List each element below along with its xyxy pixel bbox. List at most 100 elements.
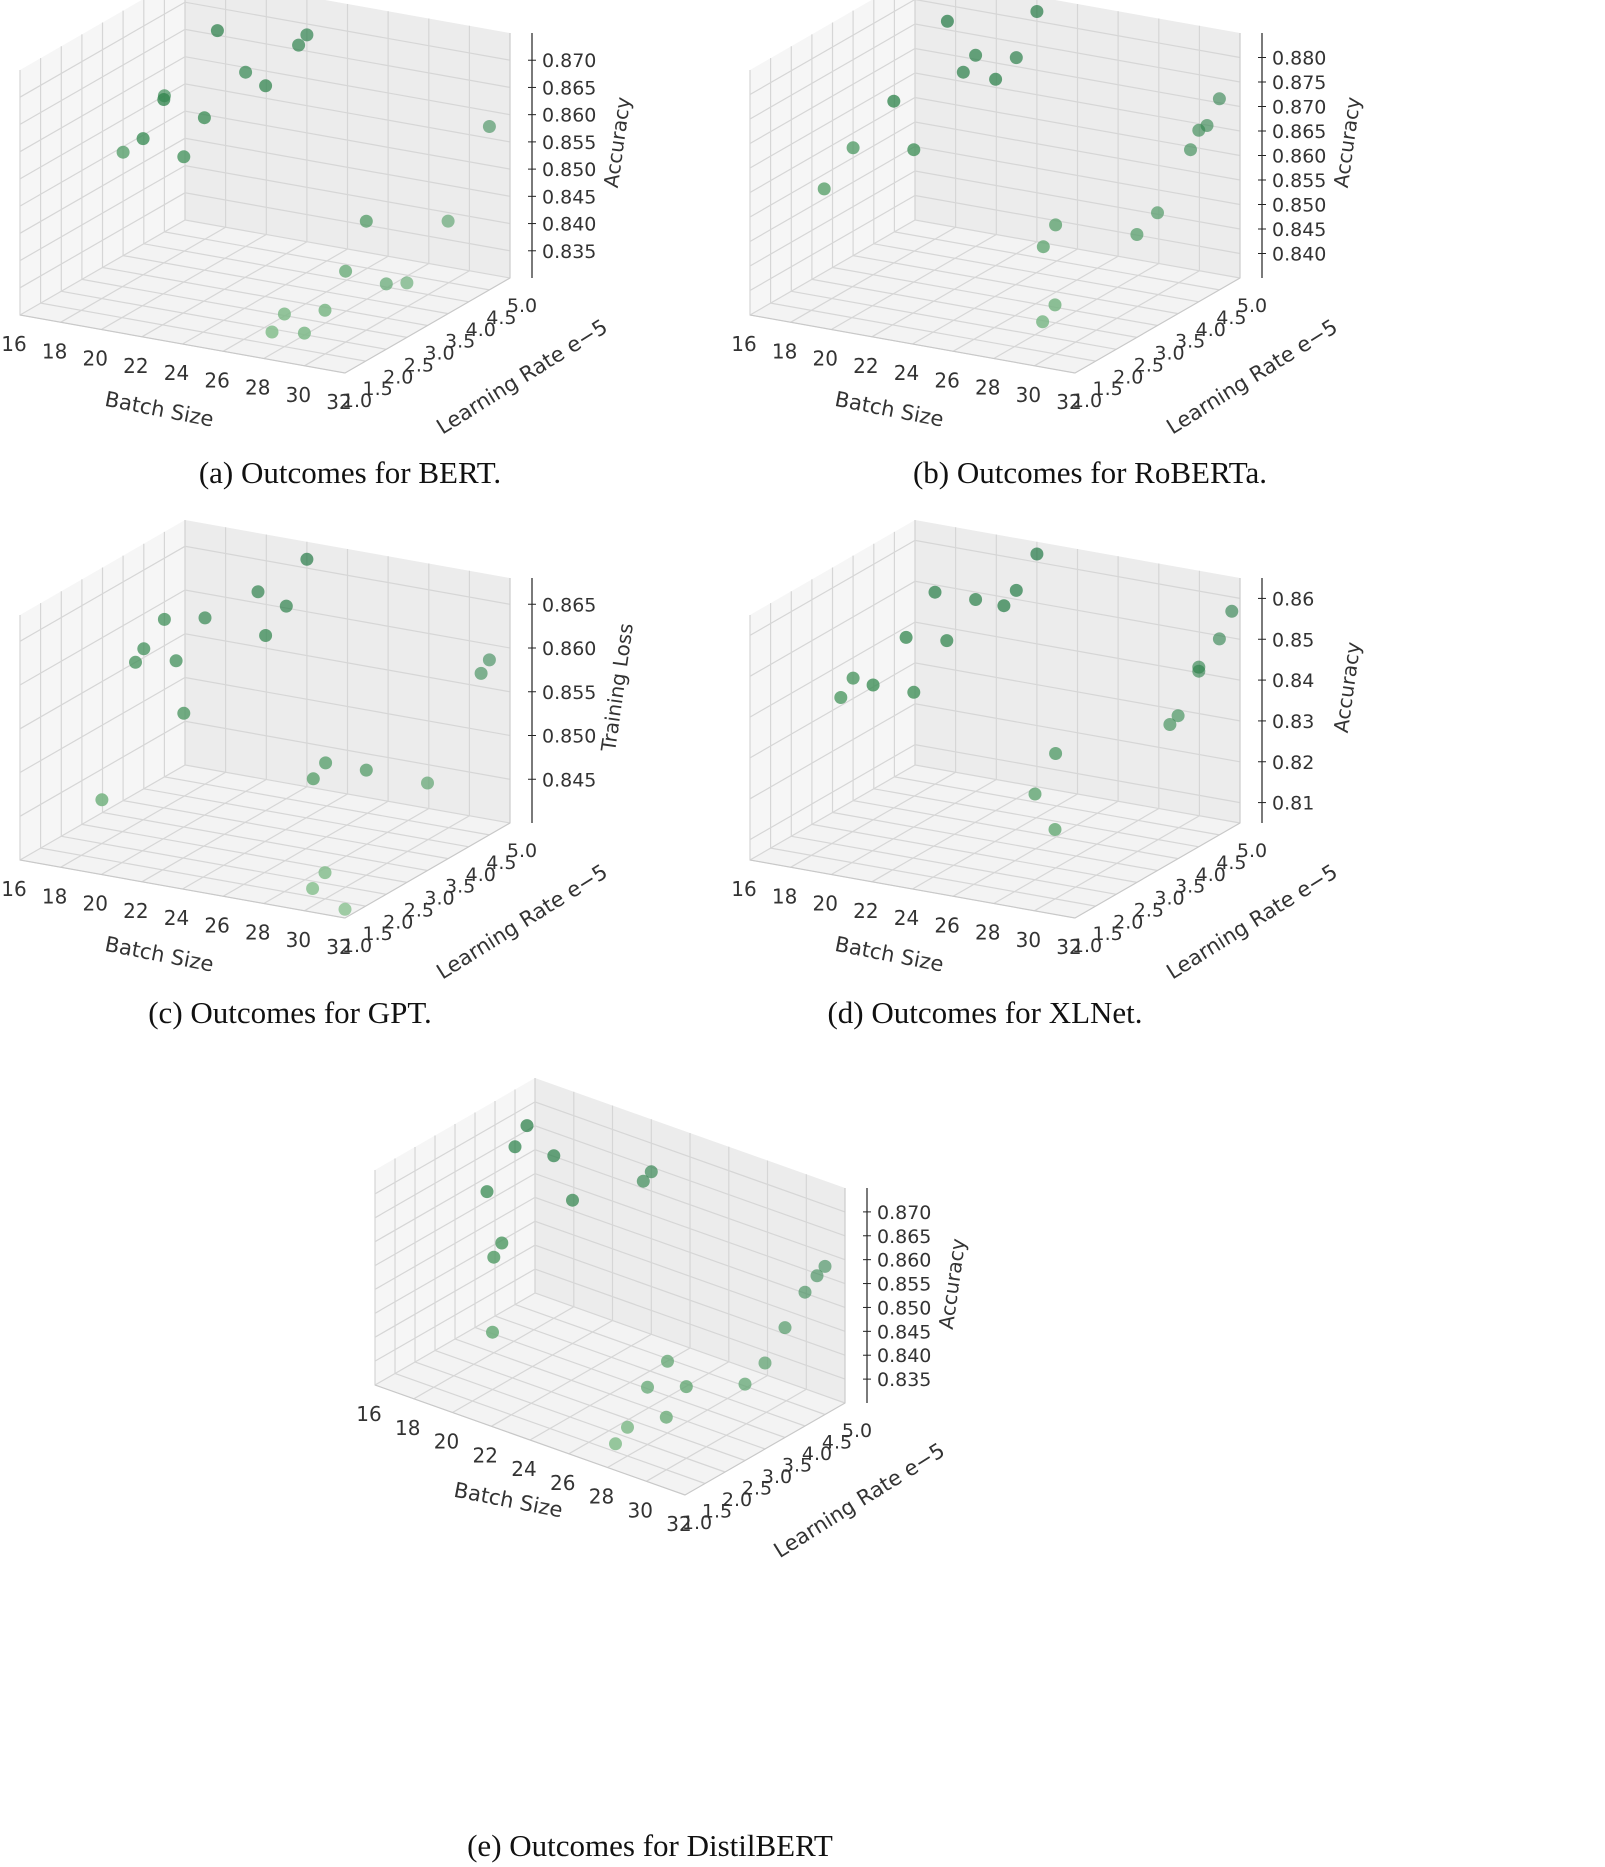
x-tick-label: 28	[589, 1485, 614, 1509]
z-tick-label: 0.840	[877, 1345, 931, 1367]
z-tick-label: 0.870	[877, 1202, 931, 1224]
z-tick-label: 0.860	[542, 105, 596, 127]
z-axis: 0.8350.8400.8450.8500.8550.8600.8650.870…	[528, 33, 635, 278]
y-tick-label: 5.0	[507, 840, 537, 862]
y-tick-label: 4.5	[1216, 852, 1246, 874]
data-point	[738, 1377, 752, 1391]
y-tick-label: 1.5	[363, 378, 393, 400]
data-point	[834, 691, 848, 704]
z-axis: 0.8350.8400.8450.8500.8550.8600.8650.870…	[863, 1188, 970, 1403]
data-point	[177, 706, 191, 720]
x-tick-label: 32	[326, 390, 351, 414]
z-tick-label: 0.84	[1272, 670, 1314, 692]
z-tick-label: 0.855	[1272, 170, 1326, 192]
data-point	[379, 277, 393, 291]
z-tick-label: 0.880	[1272, 48, 1326, 70]
data-point	[1048, 298, 1062, 312]
y-tick-label: 3.5	[1175, 876, 1205, 898]
data-point	[798, 1285, 812, 1299]
data-point	[1048, 823, 1062, 836]
z-tick-label: 0.85	[1272, 629, 1314, 651]
z-tick-label: 0.865	[542, 594, 596, 616]
x-tick-label: 22	[123, 899, 148, 923]
x-tick-label: 16	[1, 877, 26, 901]
data-point	[659, 1410, 673, 1424]
x-tick-label: 22	[853, 354, 878, 378]
z-tick-label: 0.835	[877, 1369, 931, 1391]
data-point	[129, 655, 142, 669]
data-point	[778, 1321, 792, 1335]
data-point	[259, 629, 273, 642]
data-point	[940, 14, 954, 28]
data-point	[319, 756, 333, 770]
y-tick-label: 4.0	[466, 864, 496, 886]
y-tick-label: 2.5	[1134, 354, 1164, 376]
chart-e: 0.8350.8400.8450.8500.8550.8600.8650.870…	[356, 1078, 970, 1563]
z-tick-label: 0.86	[1272, 588, 1314, 610]
data-point	[1163, 718, 1177, 731]
data-point	[989, 72, 1003, 86]
data-point	[907, 143, 921, 157]
y-tick-label: 1.0	[682, 1512, 712, 1534]
y-tick-label: 5.0	[1237, 840, 1267, 862]
data-point	[866, 678, 880, 692]
y-tick-label: 4.5	[486, 852, 516, 874]
x-tick-label: 20	[83, 347, 108, 371]
x-tick-label: 24	[894, 361, 919, 385]
data-point	[1036, 315, 1050, 329]
z-axis-label: Accuracy	[599, 95, 635, 189]
y-tick-label: 2.5	[404, 354, 434, 376]
y-tick-label: 4.0	[466, 319, 496, 341]
y-tick-label: 3.0	[762, 1466, 792, 1488]
y-tick-label: 5.0	[842, 1420, 872, 1442]
x-tick-label: 18	[772, 884, 797, 908]
z-tick-label: 0.850	[542, 159, 596, 181]
y-tick-label: 1.5	[363, 923, 393, 945]
data-point	[1030, 547, 1044, 561]
x-tick-label: 28	[245, 376, 270, 400]
grid-lines	[374, 1078, 846, 1496]
data-point	[810, 1269, 824, 1283]
data-point	[1212, 92, 1226, 106]
x-tick-label: 26	[934, 368, 959, 392]
x-tick-label: 30	[1016, 928, 1041, 952]
y-tick-label: 1.0	[1072, 390, 1102, 412]
y-tick-label: 3.5	[445, 876, 475, 898]
z-tick-label: 0.855	[542, 682, 596, 704]
y-tick-label: 4.5	[486, 307, 516, 329]
data-point	[817, 182, 831, 196]
data-point	[339, 264, 353, 278]
z-tick-label: 0.870	[542, 50, 596, 72]
y-tick-label: 2.0	[383, 366, 413, 388]
x-tick-label: 32	[666, 1512, 691, 1536]
grid-lines	[749, 520, 1241, 919]
y-tick-label: 1.0	[1072, 935, 1102, 957]
data-point	[1009, 51, 1023, 65]
x-tick-label: 30	[1016, 383, 1041, 407]
x-tick-label: 24	[164, 361, 189, 385]
x-axis-label: Batch Size	[103, 932, 216, 977]
z-tick-label: 0.845	[1272, 219, 1326, 241]
y-tick-label: 1.5	[702, 1501, 732, 1523]
y-tick-label: 2.5	[1134, 899, 1164, 921]
y-tick-label: 2.5	[404, 899, 434, 921]
z-tick-label: 0.850	[542, 726, 596, 748]
z-tick-label: 0.865	[542, 77, 596, 99]
z-tick-label: 0.840	[542, 214, 596, 236]
y-tick-label: 1.5	[1093, 378, 1123, 400]
y-tick-label: 4.0	[1196, 864, 1226, 886]
x-tick-label: 16	[356, 1402, 381, 1426]
data-point	[318, 866, 332, 880]
data-point	[116, 145, 130, 159]
data-point	[400, 276, 414, 290]
data-point	[487, 1250, 501, 1264]
z-tick-label: 0.850	[877, 1297, 931, 1319]
data-point	[359, 214, 373, 228]
data-point	[907, 685, 921, 699]
chart-panel-e: 0.835 0.840 0.845 0.850 0.855 0.860 0.865 0.870…	[355, 1078, 1075, 1563]
data-point	[1200, 119, 1214, 132]
data-point	[1151, 206, 1164, 220]
x-tick-label: 20	[83, 892, 108, 916]
x-tick-label: 32	[326, 935, 351, 959]
